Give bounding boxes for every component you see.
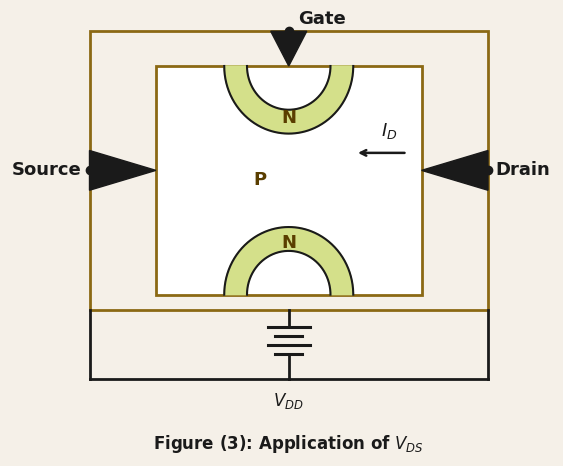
- Bar: [156, 66, 422, 295]
- Text: Drain: Drain: [495, 161, 550, 179]
- Text: Gate: Gate: [298, 10, 346, 28]
- Bar: [90, 31, 488, 309]
- Polygon shape: [422, 151, 488, 190]
- Text: N: N: [282, 109, 296, 127]
- Polygon shape: [224, 66, 353, 134]
- Polygon shape: [224, 227, 353, 295]
- Text: $I_D$: $I_D$: [381, 121, 398, 141]
- Text: N: N: [282, 234, 296, 252]
- Polygon shape: [90, 151, 156, 190]
- Text: $V_{DD}$: $V_{DD}$: [274, 391, 304, 411]
- Polygon shape: [271, 31, 307, 66]
- Text: P: P: [254, 171, 267, 189]
- Text: Source: Source: [12, 161, 82, 179]
- Text: Figure (3): Application of $V_{DS}$: Figure (3): Application of $V_{DS}$: [153, 433, 424, 455]
